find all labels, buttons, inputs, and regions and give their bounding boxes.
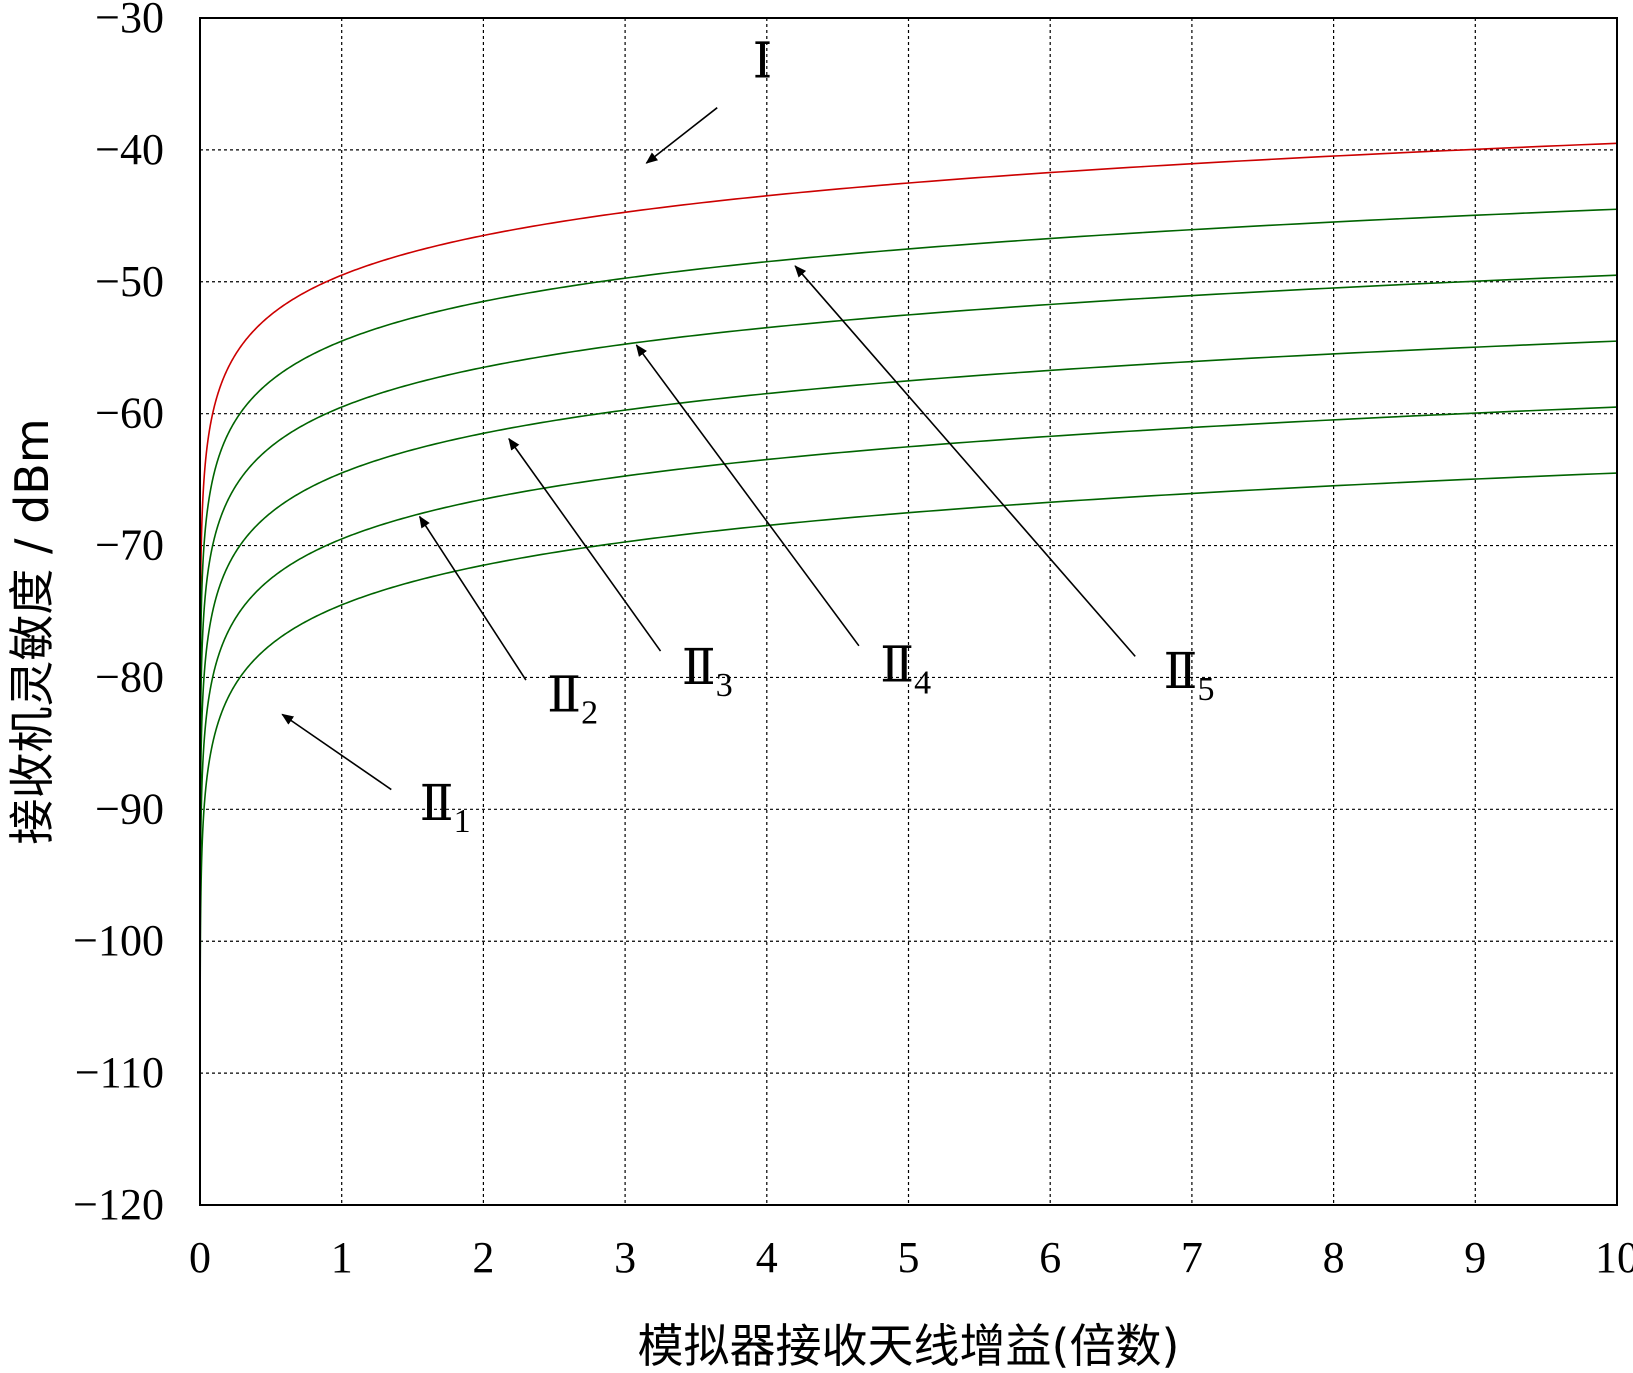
x-tick-label: 7 — [1181, 1233, 1203, 1282]
y-tick-label: −120 — [73, 1180, 164, 1229]
x-tick-labels: 0 1 2 3 4 5 6 7 8 9 10 — [189, 1233, 1633, 1282]
y-tick-label: −60 — [95, 389, 164, 438]
x-tick-label: 0 — [189, 1233, 211, 1282]
y-tick-label: −70 — [95, 521, 164, 570]
x-tick-label: 5 — [898, 1233, 920, 1282]
x-tick-label: 9 — [1464, 1233, 1486, 1282]
annotation-II4-label: Ⅱ4 — [880, 636, 931, 701]
x-tick-label: 8 — [1323, 1233, 1345, 1282]
x-axis-title: 模拟器接收天线增益(倍数) — [638, 1319, 1180, 1373]
y-tick-labels: −30 −40 −50 −60 −70 −80 −90 −100 −110 −120 — [73, 0, 164, 1229]
grid — [200, 18, 1617, 1205]
y-tick-label: −40 — [95, 125, 164, 174]
annotation-II5-label: Ⅱ5 — [1164, 643, 1215, 708]
annotation-II5-arrow — [794, 265, 1136, 657]
plot-frame — [199, 17, 1618, 1206]
y-tick-label: −110 — [75, 1048, 164, 1097]
annotation-II4-arrow — [635, 344, 860, 647]
annotation-I-label: Ⅰ — [753, 32, 773, 88]
annotations: Ⅰ Ⅱ5 Ⅱ4 Ⅱ3 Ⅱ2 Ⅱ1 — [281, 32, 1215, 840]
x-tick-label: 2 — [472, 1233, 494, 1282]
annotation-II1-arrow — [281, 713, 392, 791]
annotation-II2-label: Ⅱ2 — [547, 667, 598, 732]
y-tick-label: −90 — [95, 784, 164, 833]
y-tick-label: −80 — [95, 652, 164, 701]
x-tick-label: 4 — [756, 1233, 778, 1282]
x-tick-label: 1 — [331, 1233, 353, 1282]
x-tick-label: 3 — [614, 1233, 636, 1282]
y-tick-label: −100 — [73, 916, 164, 965]
y-tick-label: −30 — [95, 0, 164, 42]
y-tick-label: −50 — [95, 257, 164, 306]
annotation-I-arrow — [645, 107, 718, 164]
annotation-II3-label: Ⅱ3 — [682, 639, 733, 704]
annotation-II1-label: Ⅱ1 — [420, 775, 471, 840]
annotation-II2-arrow — [418, 515, 527, 681]
x-tick-label: 6 — [1039, 1233, 1061, 1282]
x-tick-label: 10 — [1595, 1233, 1633, 1282]
annotation-II3-arrow — [508, 437, 662, 652]
y-axis-title: 接收机灵敏度 / dBm — [5, 418, 59, 844]
